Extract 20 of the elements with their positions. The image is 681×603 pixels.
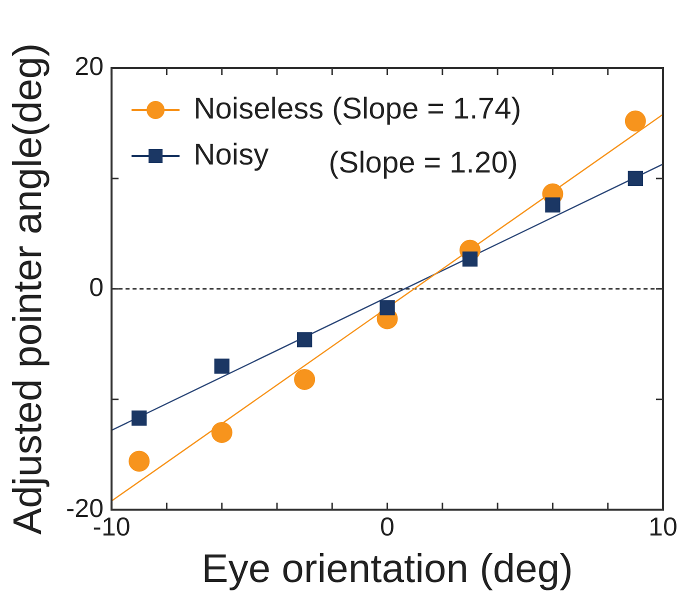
point	[214, 358, 230, 374]
point	[462, 252, 478, 267]
point	[132, 410, 147, 426]
point	[545, 197, 560, 213]
y-tick-label: 20	[74, 51, 104, 82]
point	[628, 170, 643, 186]
x-tick-label: 10	[648, 512, 678, 542]
legend-label: Noiseless (Slope = 1.74)	[194, 92, 522, 126]
point	[297, 332, 312, 348]
point	[294, 368, 316, 390]
x-axis-title: Eye orientation (deg)	[202, 547, 573, 592]
point	[380, 300, 395, 316]
legend-label: Noisy	[194, 138, 269, 172]
y-axis-title: Adjusted pointer angle(deg)	[6, 43, 50, 535]
x-tick-label: 0	[380, 512, 395, 542]
y-tick-label: 0	[89, 272, 104, 302]
point	[624, 110, 646, 132]
point	[128, 450, 150, 472]
point	[211, 422, 232, 443]
annotation: (Slope = 1.20)	[328, 146, 518, 180]
